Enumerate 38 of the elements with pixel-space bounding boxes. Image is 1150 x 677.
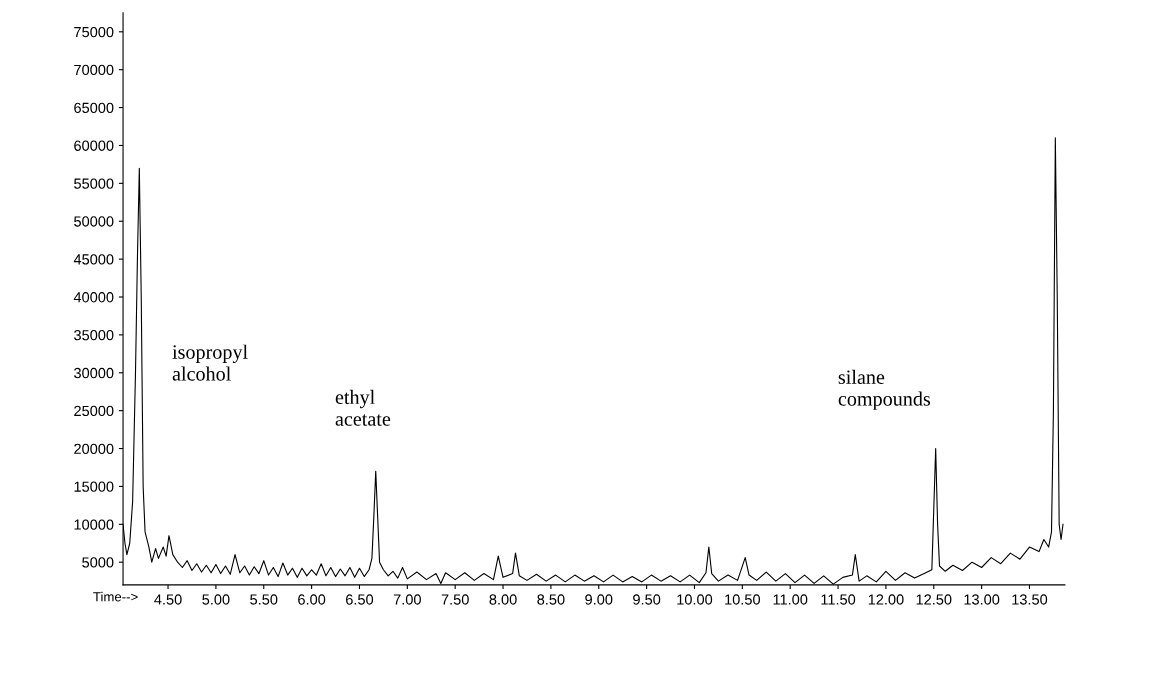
x-tick-label: 10.50: [725, 594, 761, 605]
y-tick-label: 50000: [74, 216, 114, 227]
x-tick-label: 5.50: [250, 594, 278, 605]
annotation: isopropyl alcohol: [172, 344, 248, 381]
y-tick-label: 15000: [74, 481, 114, 492]
y-tick-label: 45000: [73, 254, 114, 265]
annotation: ethyl acetate: [335, 389, 391, 426]
x-tick-label: 12.00: [868, 594, 904, 605]
x-tick-label: 8.50: [537, 594, 565, 605]
x-tick-label: 11.00: [773, 594, 808, 605]
y-tick-label: 65000: [74, 102, 114, 113]
x-axis-title: Time-->: [93, 591, 138, 602]
x-tick-label: 6.00: [298, 594, 326, 605]
x-tick-label: 13.00: [964, 594, 1000, 605]
y-tick-label: 10000: [74, 519, 114, 530]
x-tick-label: 7.50: [441, 594, 469, 605]
x-tick-label: 9.50: [633, 594, 661, 605]
y-tick-label: 40000: [73, 292, 114, 303]
x-tick-label: 12.50: [916, 594, 952, 605]
x-tick-label: 8.00: [489, 594, 517, 605]
y-tick-label: 25000: [74, 405, 114, 417]
x-tick-label: 5.00: [202, 594, 230, 605]
x-tick-label: 7.00: [393, 594, 421, 605]
y-tick-label: 20000: [74, 443, 114, 454]
y-tick-label: 35000: [74, 329, 114, 341]
annotation: silane compounds: [838, 369, 931, 410]
y-tick-label: 30000: [74, 367, 114, 379]
x-tick-label: 9.00: [585, 594, 613, 605]
x-tick-label: 10.00: [677, 594, 713, 605]
y-tick-label: 60000: [74, 140, 114, 151]
x-tick-label: 4.50: [154, 594, 182, 605]
y-tick-label: 5000: [82, 557, 114, 568]
x-tick-label: 13.50: [1012, 594, 1048, 605]
y-tick-label: 70000: [74, 64, 114, 76]
y-tick-label: 75000: [74, 26, 114, 38]
x-tick-label: 6.50: [346, 594, 374, 605]
x-tick-label: 11.50: [821, 594, 856, 605]
y-tick-label: 55000: [74, 178, 114, 189]
